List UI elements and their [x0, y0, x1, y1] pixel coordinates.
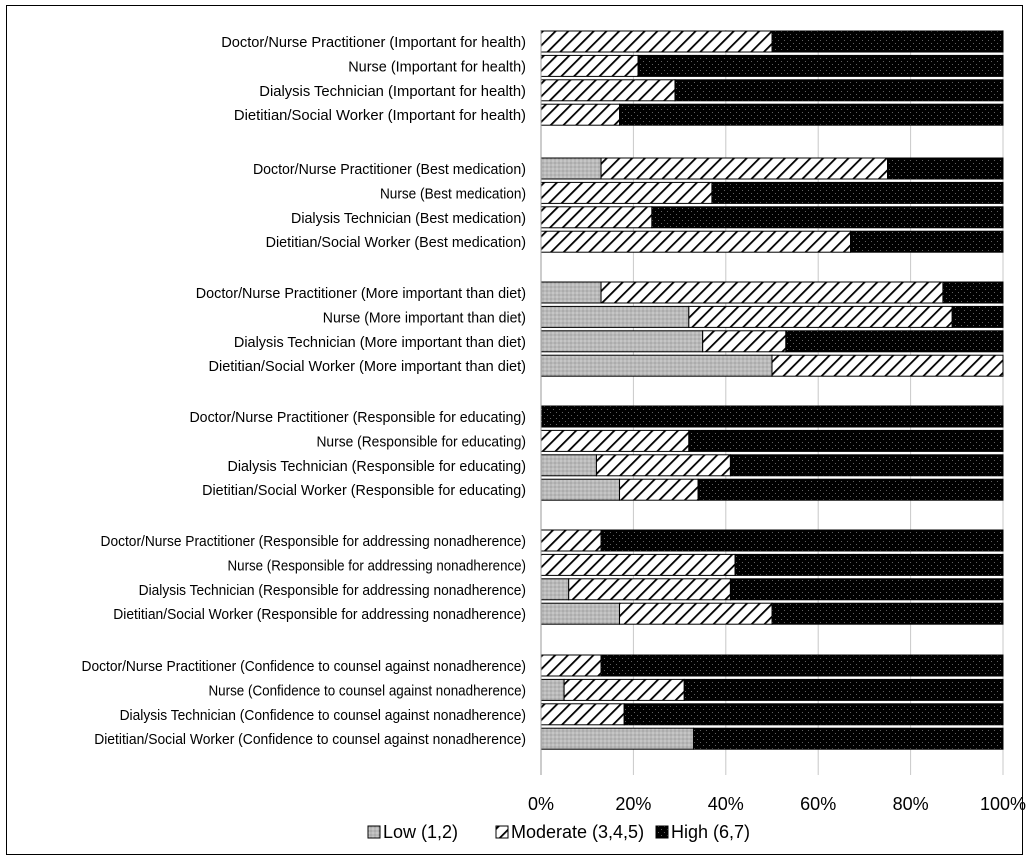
bar-segment-high	[600, 529, 1004, 552]
legend-label: Moderate (3,4,5)	[511, 822, 644, 842]
bar-segment-high	[651, 206, 1004, 229]
bar-segment-moderate	[688, 305, 953, 328]
bar-segment-moderate	[563, 678, 685, 701]
bar-segment-moderate	[619, 478, 699, 501]
x-axis: 0% 20% 40% 60% 80% 100%	[528, 30, 1026, 814]
bar-segment-moderate	[540, 79, 676, 102]
bar-segment-moderate	[540, 553, 736, 576]
category-label: Dialysis Technician (Confidence to couns…	[120, 707, 526, 724]
bar-segment-high	[942, 281, 1004, 304]
bar-segment-high	[771, 602, 1004, 625]
bar-segment-high	[619, 103, 1004, 126]
bar-segment-moderate	[702, 330, 787, 353]
bar-segment-low	[540, 330, 704, 353]
bar-segment-moderate	[600, 157, 888, 180]
bar-segment-low	[540, 478, 621, 501]
legend-label: High (6,7)	[671, 822, 750, 842]
x-tick-label: 40%	[708, 794, 744, 814]
x-tick-label: 20%	[615, 794, 651, 814]
bar-segment-low	[540, 602, 621, 625]
bar-segment-high	[540, 405, 1004, 428]
bar-segment-moderate	[540, 54, 639, 77]
bar-segment-moderate	[540, 181, 713, 204]
bar-segment-moderate	[540, 703, 625, 726]
category-label: Doctor/Nurse Practitioner (Responsible f…	[189, 409, 526, 426]
bar-segment-high	[688, 429, 1004, 452]
bar-segment-low	[540, 354, 773, 377]
category-label: Nurse (Responsible for educating)	[316, 433, 526, 450]
category-label: Doctor/Nurse Practitioner (Confidence to…	[82, 658, 527, 675]
bar-segment-moderate	[540, 654, 602, 677]
category-label: Dialysis Technician (Responsible for edu…	[228, 458, 526, 475]
bar-segment-moderate	[540, 230, 852, 253]
category-label: Doctor/Nurse Practitioner (Responsible f…	[101, 533, 526, 550]
bars	[540, 30, 1004, 750]
category-label: Dietitian/Social Worker (Best medication…	[266, 234, 526, 251]
category-label: Dietitian/Social Worker (Important for h…	[234, 107, 526, 124]
bar-segment-high	[711, 181, 1004, 204]
category-label: Dialysis Technician (Best medication)	[291, 210, 526, 227]
bar-segment-low	[540, 281, 602, 304]
bar-segment-high	[951, 305, 1004, 328]
category-labels: Doctor/Nurse Practitioner (Important for…	[82, 34, 527, 748]
legend-swatch	[495, 825, 509, 839]
category-label: Dialysis Technician (Important for healt…	[259, 83, 526, 100]
category-label: Dietitian/Social Worker (Responsible for…	[202, 482, 526, 499]
category-label: Doctor/Nurse Practitioner (Best medicati…	[253, 161, 526, 178]
bar-segment-moderate	[540, 529, 602, 552]
bar-segment-high	[637, 54, 1004, 77]
category-label: Nurse (Responsible for addressing nonadh…	[228, 557, 526, 574]
bar-segment-high	[887, 157, 1004, 180]
category-label: Dialysis Technician (Responsible for add…	[139, 582, 526, 599]
x-tick-label: 80%	[893, 794, 929, 814]
bar-segment-high	[771, 30, 1004, 53]
bar-segment-low	[540, 157, 602, 180]
bar-segment-moderate	[600, 281, 944, 304]
bar-segment-low	[540, 727, 694, 750]
bar-segment-low	[540, 305, 690, 328]
bar-segment-low	[540, 454, 597, 477]
category-label: Nurse (Best medication)	[380, 185, 526, 202]
legend-swatch	[367, 825, 381, 839]
category-label: Doctor/Nurse Practitioner (More importan…	[196, 285, 526, 302]
bar-segment-moderate	[595, 454, 731, 477]
bar-segment-high	[674, 79, 1004, 102]
bar-segment-low	[540, 578, 570, 601]
x-tick-label: 100%	[980, 794, 1026, 814]
category-label: Nurse (Confidence to counsel against non…	[209, 682, 527, 699]
category-label: Doctor/Nurse Practitioner (Important for…	[221, 34, 526, 51]
bar-segment-high	[729, 454, 1004, 477]
bar-segment-high	[623, 703, 1004, 726]
bar-segment-moderate	[540, 206, 653, 229]
bar-segment-high	[729, 578, 1004, 601]
bar-segment-moderate	[568, 578, 731, 601]
bar-segment-moderate	[540, 429, 690, 452]
bar-segment-high	[683, 678, 1004, 701]
category-label: Dietitian/Social Worker (Confidence to c…	[94, 731, 526, 748]
bar-segment-high	[692, 727, 1004, 750]
bar-segment-high	[850, 230, 1004, 253]
bar-segment-high	[785, 330, 1004, 353]
bar-segment-moderate	[540, 103, 621, 126]
category-label: Dietitian/Social Worker (More important …	[209, 358, 527, 375]
category-label: Nurse (More important than diet)	[323, 309, 526, 326]
category-label: Nurse (Important for health)	[348, 58, 526, 75]
legend: Low (1,2) Moderate (3,4,5) High (6,7)	[367, 822, 750, 842]
x-tick-label: 60%	[800, 794, 836, 814]
bar-segment-low	[540, 678, 565, 701]
bar-segment-high	[697, 478, 1004, 501]
bar-segment-moderate	[771, 354, 1004, 377]
legend-swatch	[655, 825, 669, 839]
bar-segment-high	[734, 553, 1004, 576]
category-label: Dietitian/Social Worker (Responsible for…	[113, 606, 526, 623]
legend-label: Low (1,2)	[383, 822, 458, 842]
x-tick-label: 0%	[528, 794, 554, 814]
bar-segment-high	[600, 654, 1004, 677]
category-label: Dialysis Technician (More important than…	[234, 334, 526, 351]
bar-segment-moderate	[540, 30, 773, 53]
bar-segment-moderate	[619, 602, 773, 625]
